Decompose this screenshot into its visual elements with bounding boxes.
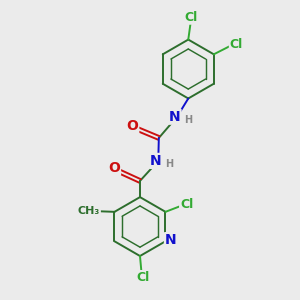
Text: H: H [184, 115, 192, 125]
Text: Cl: Cl [184, 11, 197, 24]
Text: O: O [108, 161, 120, 175]
Text: N: N [165, 233, 177, 247]
Text: Cl: Cl [230, 38, 243, 51]
Text: O: O [126, 118, 138, 133]
Text: H: H [165, 159, 173, 170]
Text: Cl: Cl [180, 198, 193, 211]
Text: Cl: Cl [136, 271, 149, 284]
Text: N: N [150, 154, 162, 168]
Text: CH₃: CH₃ [78, 206, 100, 216]
Text: N: N [169, 110, 181, 124]
